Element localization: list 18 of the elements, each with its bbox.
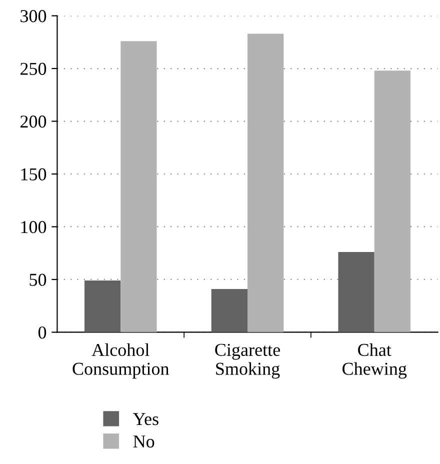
y-tick-label: 50 bbox=[30, 274, 46, 286]
bar bbox=[374, 70, 411, 332]
legend-label: Yes bbox=[132, 413, 158, 426]
legend-label: No bbox=[133, 436, 154, 448]
x-tick-label: Alcohol Consumption bbox=[72, 343, 170, 379]
bar bbox=[120, 41, 157, 332]
x-tick-label: Cigarette Smoking bbox=[215, 344, 280, 379]
y-tick-label: 200 bbox=[20, 116, 46, 128]
bar bbox=[211, 288, 248, 332]
y-tick-label: 150 bbox=[21, 168, 46, 180]
y-tick-label: 100 bbox=[21, 221, 46, 234]
bar bbox=[338, 252, 374, 332]
y-tick-label: 300 bbox=[20, 10, 46, 22]
y-tick-label: 0 bbox=[38, 326, 46, 339]
y-tick-label: 250 bbox=[20, 62, 46, 75]
x-tick-label: Chat Chewing bbox=[342, 343, 407, 379]
bar bbox=[84, 280, 121, 332]
bar bbox=[248, 34, 284, 332]
